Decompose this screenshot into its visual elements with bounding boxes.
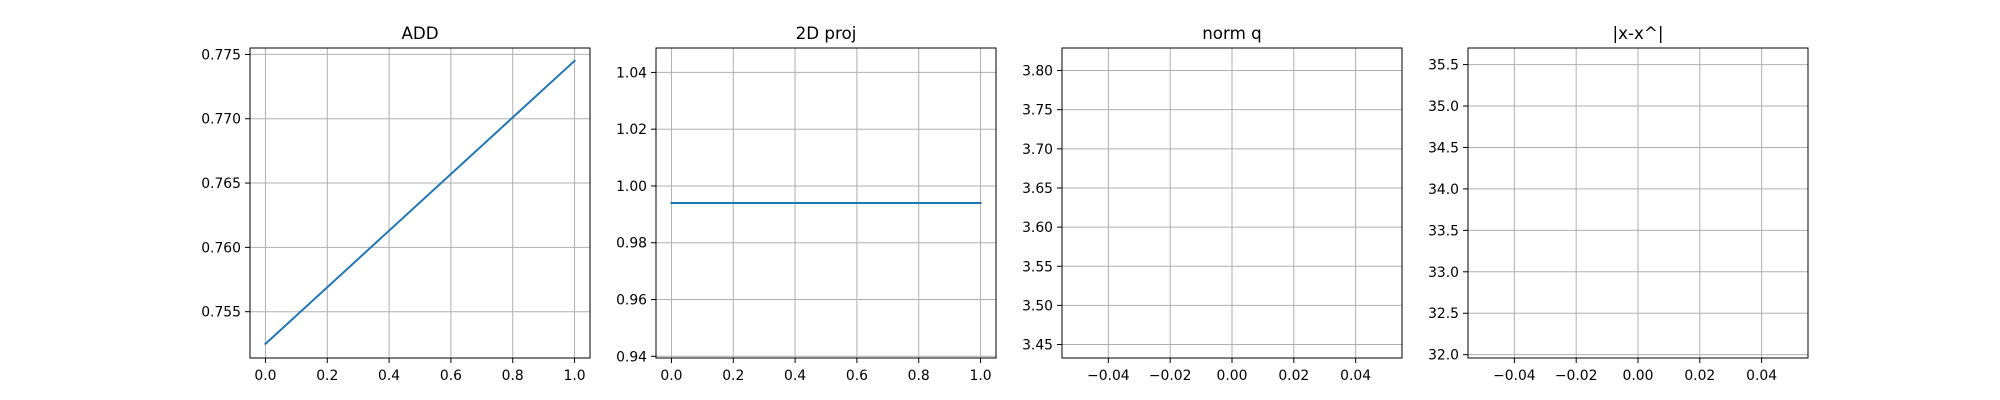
subplot-2: 0.0 0.2 0.4 0.6 0.8 1.0 0.94 0.96 0.98 1.00 1.02 1.… (616, 23, 997, 384)
y-tick-label: 34.5 (1428, 140, 1459, 156)
subplot-title: 2D proj (796, 23, 857, 43)
y-tick-label: 0.760 (201, 240, 241, 256)
y-tick-label: 0.755 (201, 305, 241, 321)
y-tick-label: 32.0 (1428, 348, 1459, 364)
y-tick-label: 1.04 (616, 65, 647, 81)
x-tick-label: −0.04 (1087, 368, 1130, 384)
y-tick-label: 1.02 (616, 122, 647, 138)
y-tick-label: 0.770 (201, 112, 241, 128)
y-tick-label: 3.55 (1022, 259, 1053, 275)
x-tick-label: 1.0 (563, 368, 585, 384)
subplot-3: −0.04 −0.02 0.00 0.02 0.04 3.45 3.50 3.55 3.60 3.… (1022, 23, 1403, 384)
x-tick-label: 0.4 (784, 368, 806, 384)
grid-lines (1468, 48, 1808, 358)
y-tick-label: 3.60 (1022, 220, 1053, 236)
y-tick-label: 3.70 (1022, 142, 1053, 158)
y-tick-label: 3.65 (1022, 181, 1053, 197)
subplot-4: −0.04 −0.02 0.00 0.02 0.04 32.0 32.5 33.0 33.5 34… (1428, 23, 1809, 384)
x-tick-label: 0.4 (378, 368, 400, 384)
y-tick-label: 3.80 (1022, 64, 1053, 80)
x-tick-label: −0.04 (1493, 368, 1536, 384)
x-tick-label: 0.8 (502, 368, 524, 384)
x-tick-label: 0.04 (1746, 368, 1777, 384)
y-tick-label: 3.75 (1022, 103, 1053, 119)
y-tick-label: 3.50 (1022, 298, 1053, 314)
y-tick-label: 35.5 (1428, 58, 1459, 74)
subplot-title: norm q (1202, 23, 1262, 43)
y-tick-label: 32.5 (1428, 306, 1459, 322)
y-tick-label: 0.94 (616, 349, 647, 365)
x-tick-label: 0.6 (846, 368, 868, 384)
y-tick-label: 1.00 (616, 179, 647, 195)
axes-frame (655, 47, 997, 359)
x-tick-label: 0.8 (908, 368, 930, 384)
x-tick-label: −0.02 (1149, 368, 1192, 384)
x-tick-label: −0.02 (1555, 368, 1598, 384)
grid-lines (250, 48, 590, 358)
x-tick-label: 0.0 (254, 368, 276, 384)
subplot-title: ADD (401, 23, 438, 43)
x-tick-label: 0.02 (1684, 368, 1715, 384)
y-tick-label: 34.0 (1428, 182, 1459, 198)
y-tick-label: 0.98 (616, 236, 647, 252)
x-tick-label: 0.6 (440, 368, 462, 384)
series-line (264, 59, 576, 346)
y-tick-label: 33.0 (1428, 265, 1459, 281)
x-tick-label: 0.0 (660, 368, 682, 384)
axes-frame (249, 47, 591, 359)
y-tick-label: 33.5 (1428, 223, 1459, 239)
y-tick-label: 0.765 (201, 176, 241, 192)
x-tick-label: 0.2 (722, 368, 744, 384)
x-tick-label: 0.00 (1623, 368, 1654, 384)
y-tick-label: 0.775 (201, 47, 241, 63)
x-tick-label: 0.04 (1340, 368, 1371, 384)
subplot-1: 0.0 0.2 0.4 0.6 0.8 1.0 0.755 0.760 0.765 0.770 0.… (201, 23, 591, 384)
y-tick-label: 0.96 (616, 293, 647, 309)
x-tick-label: 0.00 (1217, 368, 1248, 384)
subplot-title: |x-x^| (1613, 23, 1664, 43)
y-tick-label: 35.0 (1428, 99, 1459, 115)
grid-lines (1062, 48, 1402, 358)
x-tick-label: 1.0 (969, 368, 991, 384)
x-tick-label: 0.2 (316, 368, 338, 384)
x-tick-label: 0.02 (1278, 368, 1309, 384)
y-tick-label: 3.45 (1022, 338, 1053, 354)
